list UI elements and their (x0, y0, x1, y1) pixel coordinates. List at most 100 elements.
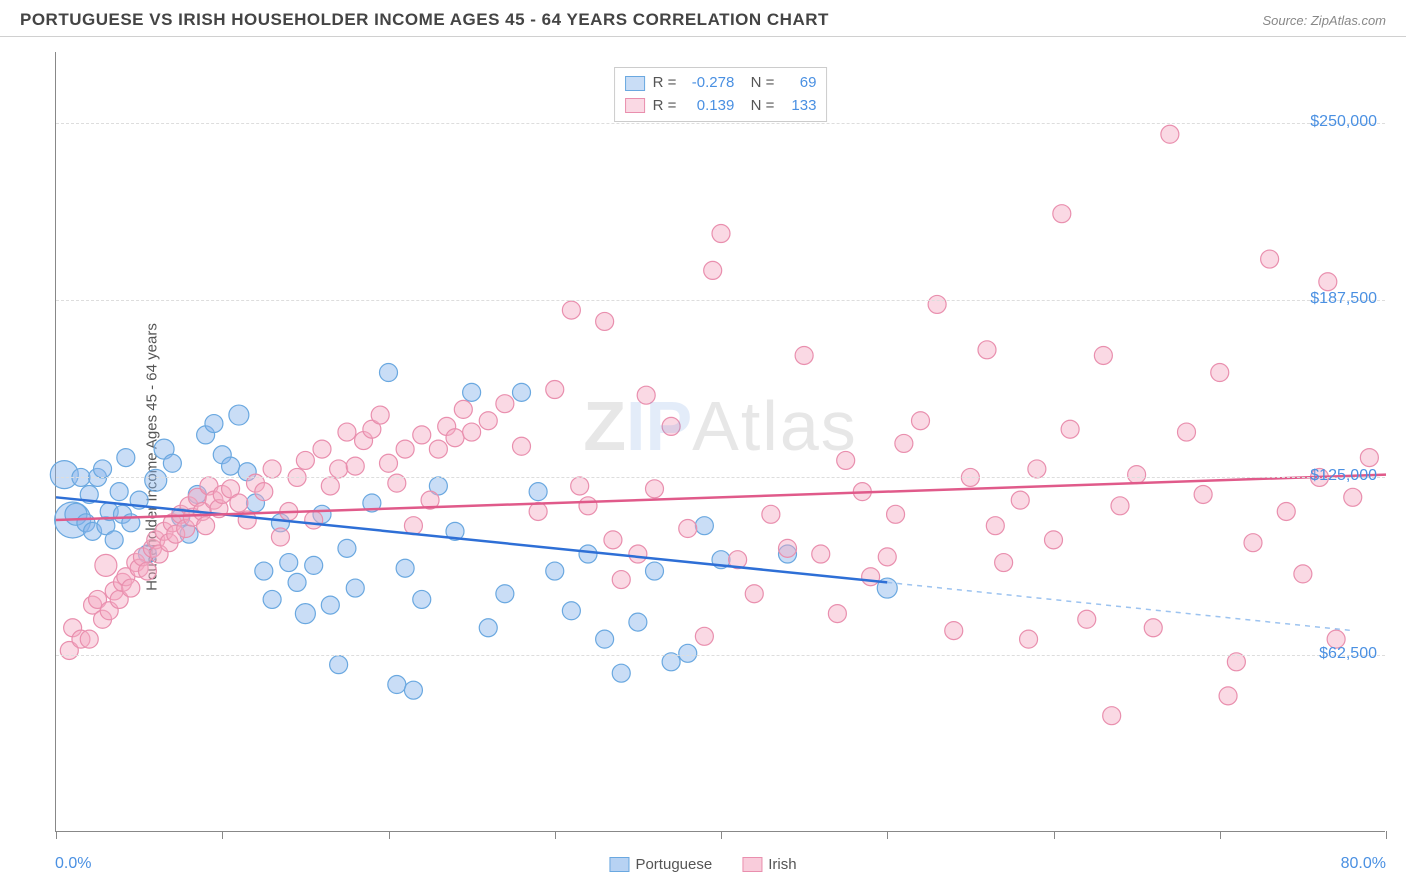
data-point (978, 341, 996, 359)
data-point (1294, 565, 1312, 583)
data-point (404, 517, 422, 535)
data-point (110, 483, 128, 501)
data-point (637, 386, 655, 404)
data-point (321, 596, 339, 614)
x-tick (389, 831, 390, 839)
data-point (529, 483, 547, 501)
data-point (280, 554, 298, 572)
y-tick-label: $62,500 (1319, 645, 1377, 663)
gridline (56, 123, 1385, 124)
x-tick (56, 831, 57, 839)
swatch-icon (625, 76, 645, 91)
data-point (1277, 502, 1295, 520)
data-point (229, 405, 249, 425)
gridline (56, 655, 1385, 656)
data-point (94, 460, 112, 478)
data-point (479, 619, 497, 637)
data-point (305, 556, 323, 574)
data-point (513, 437, 531, 455)
data-point (629, 613, 647, 631)
data-point (986, 517, 1004, 535)
series-legend: PortugueseIrish (609, 856, 796, 873)
data-point (122, 579, 140, 597)
y-tick-label: $187,500 (1310, 290, 1377, 308)
data-point (695, 517, 713, 535)
stat-n-value: 69 (782, 72, 816, 95)
stat-r-label: R = (653, 95, 677, 118)
data-point (1078, 610, 1096, 628)
chart-source: Source: ZipAtlas.com (1262, 13, 1386, 28)
chart-area: Householder Income Ages 45 - 64 years R … (0, 37, 1406, 877)
x-axis-min-label: 0.0% (55, 855, 91, 873)
legend-label: Portuguese (635, 856, 712, 873)
data-point (562, 602, 580, 620)
x-tick (1386, 831, 1387, 839)
data-point (338, 423, 356, 441)
data-point (463, 383, 481, 401)
stat-n-label: N = (742, 72, 774, 95)
x-axis-max-label: 80.0% (1341, 855, 1386, 873)
data-point (1103, 707, 1121, 725)
data-point (463, 423, 481, 441)
data-point (222, 457, 240, 475)
data-point (995, 554, 1013, 572)
data-point (205, 415, 223, 433)
data-point (1178, 423, 1196, 441)
data-point (330, 656, 348, 674)
data-point (812, 545, 830, 563)
data-point (895, 434, 913, 452)
data-point (862, 568, 880, 586)
data-point (396, 440, 414, 458)
data-point (255, 483, 273, 501)
data-point (1144, 619, 1162, 637)
data-point (197, 517, 215, 535)
data-point (679, 520, 697, 538)
stats-row: R = -0.278 N = 69 (625, 72, 817, 95)
data-point (338, 539, 356, 557)
data-point (579, 497, 597, 515)
x-tick (1220, 831, 1221, 839)
data-point (1061, 420, 1079, 438)
data-point (380, 454, 398, 472)
data-point (629, 545, 647, 563)
data-point (388, 676, 406, 694)
data-point (1219, 687, 1237, 705)
data-point (404, 681, 422, 699)
stat-r-label: R = (653, 72, 677, 95)
swatch-icon (742, 857, 762, 872)
data-point (1360, 449, 1378, 467)
swatch-icon (625, 98, 645, 113)
data-point (1020, 630, 1038, 648)
data-point (1028, 460, 1046, 478)
data-point (479, 412, 497, 430)
data-point (596, 630, 614, 648)
data-point (646, 562, 664, 580)
x-tick (222, 831, 223, 839)
x-tick (555, 831, 556, 839)
data-point (496, 395, 514, 413)
data-point (912, 412, 930, 430)
data-point (779, 539, 797, 557)
data-point (1261, 250, 1279, 268)
data-point (321, 477, 339, 495)
data-point (296, 451, 314, 469)
data-point (1194, 485, 1212, 503)
data-point (562, 301, 580, 319)
data-point (117, 449, 135, 467)
data-point (95, 554, 117, 576)
data-point (762, 505, 780, 523)
data-point (795, 346, 813, 364)
data-point (80, 630, 98, 648)
data-point (1344, 488, 1362, 506)
data-point (679, 644, 697, 662)
data-point (546, 381, 564, 399)
data-point (945, 622, 963, 640)
plot-area: R = -0.278 N = 69R = 0.139 N = 133 ZIPAt… (55, 52, 1385, 832)
data-point (1128, 466, 1146, 484)
data-point (596, 312, 614, 330)
x-tick (1054, 831, 1055, 839)
data-point (145, 469, 167, 491)
stats-row: R = 0.139 N = 133 (625, 95, 817, 118)
data-point (712, 225, 730, 243)
data-point (878, 548, 896, 566)
